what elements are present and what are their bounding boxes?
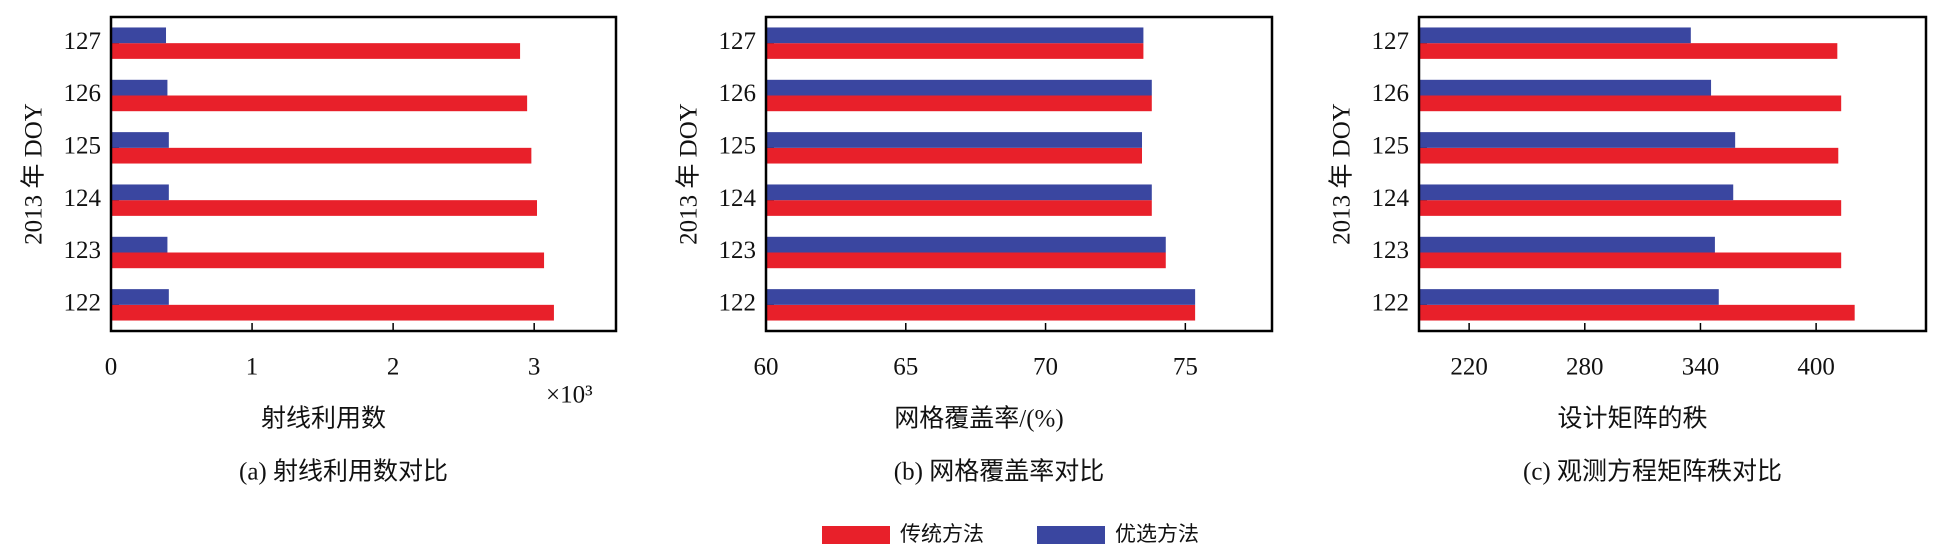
y-tick-label: 125 bbox=[1372, 133, 1410, 160]
plot-frame bbox=[109, 15, 618, 333]
bar bbox=[1419, 252, 1842, 269]
y-axis-label: 2013 年 DOY bbox=[20, 103, 48, 245]
legend-swatch bbox=[1037, 526, 1105, 544]
x-tick-label: 0 bbox=[105, 354, 118, 381]
x-tick-label: 340 bbox=[1682, 354, 1720, 381]
x-tick-label: 65 bbox=[893, 354, 918, 381]
plot-frame bbox=[764, 15, 1274, 333]
bar bbox=[1419, 43, 1838, 59]
x-tick-label: 70 bbox=[1033, 354, 1058, 381]
caption: (c) 观测方程矩阵秩对比 bbox=[1523, 458, 1782, 486]
bar bbox=[766, 304, 1196, 321]
y-tick-label: 127 bbox=[64, 28, 102, 55]
bar bbox=[1419, 27, 1691, 44]
plot-frame bbox=[1417, 15, 1928, 333]
y-axis-label: 2013 年 DOY bbox=[1328, 103, 1356, 245]
y-tick-label: 123 bbox=[719, 237, 757, 264]
bar bbox=[766, 289, 1196, 305]
bar bbox=[111, 27, 167, 44]
bar bbox=[111, 289, 169, 305]
bar bbox=[111, 304, 554, 321]
y-tick-label: 126 bbox=[64, 80, 102, 107]
x-axis-label: 设计矩阵的秩 bbox=[1557, 405, 1707, 433]
bar bbox=[1419, 147, 1839, 164]
y-tick-label: 125 bbox=[64, 133, 102, 160]
y-tick-label: 127 bbox=[1372, 28, 1410, 55]
bar bbox=[1419, 304, 1855, 321]
x-tick-label: 220 bbox=[1450, 354, 1488, 381]
bar bbox=[1419, 200, 1842, 216]
bar bbox=[111, 95, 528, 112]
x-tick-label: 280 bbox=[1566, 354, 1604, 381]
x-tick-label: 400 bbox=[1797, 354, 1835, 381]
bar bbox=[1419, 236, 1715, 253]
caption: (a) 射线利用数对比 bbox=[239, 458, 448, 486]
bar bbox=[111, 184, 169, 201]
bar bbox=[111, 236, 168, 253]
x-tick-label: 75 bbox=[1173, 354, 1198, 381]
bar bbox=[1419, 79, 1712, 96]
y-tick-label: 124 bbox=[64, 185, 102, 212]
y-tick-label: 127 bbox=[719, 28, 757, 55]
bar bbox=[766, 43, 1144, 59]
bar bbox=[111, 147, 532, 164]
bar bbox=[1419, 289, 1719, 305]
bar bbox=[766, 184, 1152, 201]
y-tick-label: 122 bbox=[1372, 290, 1410, 317]
bar bbox=[766, 132, 1143, 148]
x-tick-label: 2 bbox=[387, 354, 400, 381]
bar bbox=[766, 236, 1166, 253]
bar bbox=[111, 79, 168, 96]
y-tick-label: 123 bbox=[1372, 237, 1410, 264]
x-axis-label: 网格覆盖率/(%) bbox=[894, 405, 1063, 433]
x-tick-label: 3 bbox=[528, 354, 541, 381]
y-tick-label: 123 bbox=[64, 237, 102, 264]
bar bbox=[1419, 132, 1736, 148]
y-tick-label: 124 bbox=[1372, 185, 1410, 212]
caption: (b) 网格覆盖率对比 bbox=[894, 458, 1104, 486]
bar bbox=[111, 43, 521, 59]
bar bbox=[1419, 95, 1842, 112]
bar bbox=[111, 200, 538, 216]
x-multiplier: ×10³ bbox=[546, 382, 593, 409]
y-tick-label: 126 bbox=[719, 80, 757, 107]
y-tick-label: 122 bbox=[64, 290, 102, 317]
y-tick-label: 126 bbox=[1372, 80, 1410, 107]
bar bbox=[111, 252, 545, 269]
bar bbox=[766, 147, 1143, 164]
y-axis-label: 2013 年 DOY bbox=[675, 103, 703, 245]
y-tick-label: 125 bbox=[719, 133, 757, 160]
legend-label: 传统方法 bbox=[900, 522, 984, 546]
x-tick-label: 1 bbox=[246, 354, 259, 381]
bar bbox=[766, 79, 1152, 96]
legend-label: 优选方法 bbox=[1115, 522, 1199, 546]
legend-swatch bbox=[822, 526, 890, 544]
bar bbox=[766, 200, 1152, 216]
x-tick-label: 60 bbox=[754, 354, 779, 381]
bar bbox=[111, 132, 169, 148]
y-tick-label: 124 bbox=[719, 185, 757, 212]
x-axis-label: 射线利用数 bbox=[261, 405, 386, 433]
y-tick-label: 122 bbox=[719, 290, 757, 317]
bar bbox=[1419, 184, 1734, 201]
bar bbox=[766, 27, 1144, 44]
bar bbox=[766, 252, 1166, 269]
bar bbox=[766, 95, 1152, 112]
